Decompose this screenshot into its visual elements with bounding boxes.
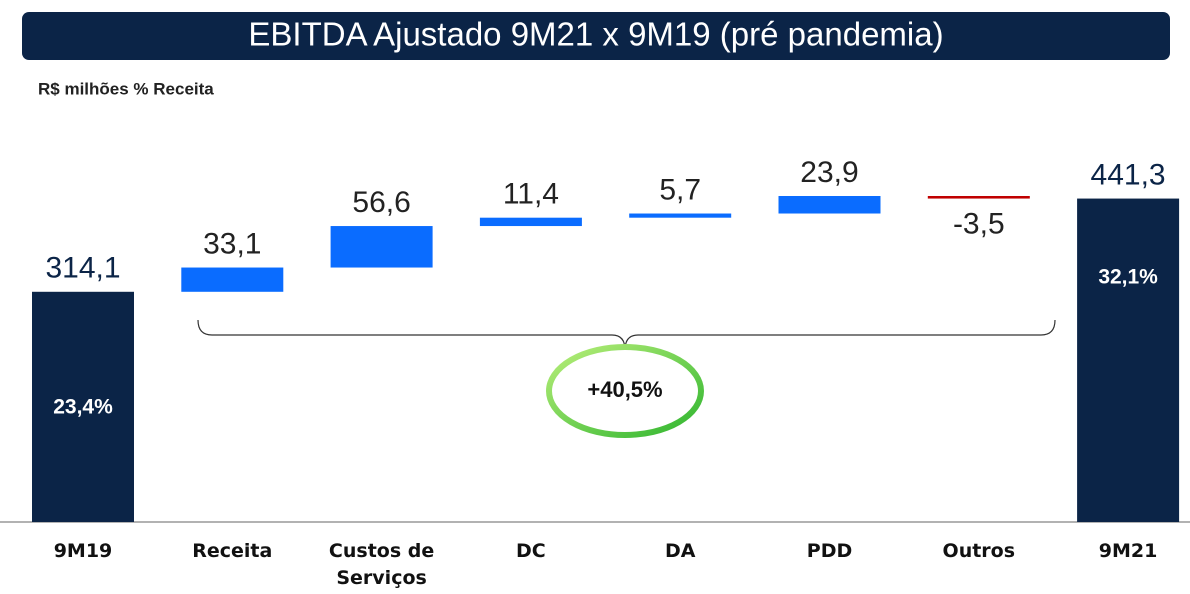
x-tick-label: PDD <box>760 538 900 565</box>
x-tick-label: DA <box>610 538 750 565</box>
subtitle: R$ milhões % Receita <box>38 79 214 98</box>
margin-label: 23,4% <box>53 396 113 419</box>
growth-label: +40,5% <box>587 377 662 402</box>
x-tick-label: Outros <box>909 538 1049 565</box>
x-tick-label: Receita <box>162 538 302 565</box>
margin-label: 32,1% <box>1098 266 1158 289</box>
bar-step <box>928 196 1030 199</box>
value-label: 441,3 <box>1091 158 1166 191</box>
value-label: 11,4 <box>503 178 559 211</box>
page: EBITDA Ajustado 9M21 x 9M19 (pré pandemi… <box>0 0 1190 594</box>
value-label: 314,1 <box>45 252 120 285</box>
chart-title: EBITDA Ajustado 9M21 x 9M19 (pré pandemi… <box>248 16 943 53</box>
value-label: 56,6 <box>352 186 410 219</box>
value-label: 33,1 <box>203 227 261 260</box>
bar-step <box>629 214 731 218</box>
x-tick-label: 9M19 <box>13 538 153 565</box>
bar-step <box>331 226 433 267</box>
x-tick-label: 9M21 <box>1058 538 1190 565</box>
x-tick-label: Custos de Serviços <box>312 538 452 592</box>
value-label: 23,9 <box>800 156 858 189</box>
bar-total <box>1077 199 1179 522</box>
bar-step <box>181 268 283 292</box>
bar-step <box>480 218 582 226</box>
chart: EBITDA Ajustado 9M21 x 9M19 (pré pandemi… <box>0 0 1190 594</box>
bar-step <box>779 196 881 214</box>
value-label: -3,5 <box>953 207 1005 240</box>
value-label: 5,7 <box>659 173 701 206</box>
x-tick-label: DC <box>461 538 601 565</box>
